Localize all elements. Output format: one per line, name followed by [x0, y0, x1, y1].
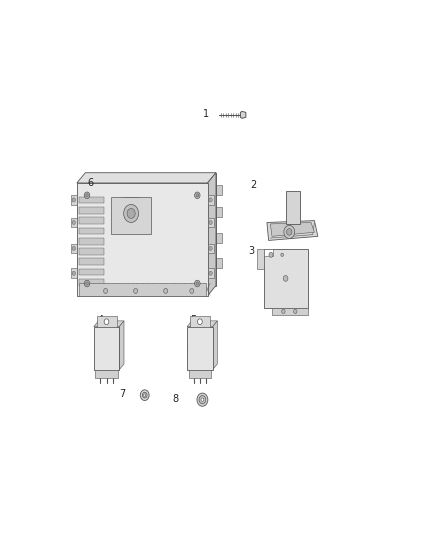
Polygon shape: [95, 370, 117, 378]
Circle shape: [134, 288, 138, 293]
Circle shape: [197, 393, 208, 406]
Circle shape: [269, 252, 273, 257]
Polygon shape: [189, 370, 211, 378]
Circle shape: [283, 276, 288, 281]
Text: 5: 5: [191, 316, 197, 326]
Circle shape: [84, 192, 90, 199]
Text: 4: 4: [98, 316, 104, 326]
Text: 3: 3: [248, 246, 254, 256]
Circle shape: [190, 288, 194, 293]
Polygon shape: [78, 228, 104, 235]
Circle shape: [103, 288, 108, 293]
Circle shape: [209, 246, 212, 251]
Circle shape: [209, 271, 212, 276]
Polygon shape: [71, 244, 77, 253]
Polygon shape: [208, 268, 214, 278]
Circle shape: [282, 309, 285, 313]
Polygon shape: [267, 221, 318, 240]
Circle shape: [194, 192, 200, 199]
Polygon shape: [208, 244, 214, 253]
Polygon shape: [240, 111, 246, 118]
Polygon shape: [272, 308, 307, 314]
Circle shape: [140, 390, 149, 400]
Polygon shape: [77, 183, 208, 296]
Text: 2: 2: [251, 180, 257, 190]
Circle shape: [164, 288, 168, 293]
Polygon shape: [187, 327, 212, 370]
Polygon shape: [78, 238, 104, 245]
Text: 8: 8: [173, 394, 179, 404]
Circle shape: [196, 193, 199, 197]
Polygon shape: [208, 195, 214, 205]
Polygon shape: [78, 248, 104, 255]
Polygon shape: [119, 321, 124, 370]
Circle shape: [84, 280, 90, 287]
Polygon shape: [85, 173, 216, 286]
Polygon shape: [212, 321, 217, 370]
Circle shape: [293, 309, 297, 313]
Circle shape: [196, 282, 199, 285]
Circle shape: [124, 205, 138, 222]
Polygon shape: [258, 248, 264, 270]
Polygon shape: [94, 327, 119, 370]
Polygon shape: [71, 195, 77, 205]
Circle shape: [142, 392, 147, 398]
Polygon shape: [111, 197, 152, 234]
Polygon shape: [94, 321, 124, 327]
Polygon shape: [78, 197, 104, 204]
Polygon shape: [208, 217, 214, 228]
Circle shape: [86, 193, 88, 197]
Circle shape: [209, 221, 212, 224]
Circle shape: [281, 253, 283, 256]
Circle shape: [209, 198, 212, 202]
Circle shape: [127, 208, 135, 219]
Circle shape: [72, 221, 75, 224]
Polygon shape: [78, 207, 104, 214]
Circle shape: [286, 229, 292, 235]
Polygon shape: [78, 259, 104, 265]
Text: 6: 6: [88, 178, 94, 188]
Circle shape: [194, 280, 200, 287]
Polygon shape: [190, 317, 210, 327]
Polygon shape: [216, 185, 222, 195]
Circle shape: [284, 225, 295, 238]
Polygon shape: [96, 317, 117, 327]
Text: 7: 7: [119, 389, 125, 399]
Text: 1: 1: [203, 109, 209, 119]
Polygon shape: [78, 269, 104, 276]
Polygon shape: [264, 248, 273, 256]
Polygon shape: [71, 268, 77, 278]
Circle shape: [198, 319, 202, 325]
Polygon shape: [78, 217, 104, 224]
Polygon shape: [208, 173, 216, 296]
Polygon shape: [264, 248, 307, 308]
Circle shape: [72, 246, 75, 251]
Polygon shape: [78, 282, 206, 296]
Circle shape: [104, 319, 109, 325]
Circle shape: [72, 271, 75, 276]
Polygon shape: [270, 222, 314, 236]
Polygon shape: [216, 258, 222, 268]
Polygon shape: [286, 191, 300, 224]
Polygon shape: [216, 233, 222, 243]
Circle shape: [144, 394, 146, 397]
Polygon shape: [77, 173, 216, 183]
Polygon shape: [216, 207, 222, 217]
Circle shape: [199, 395, 206, 404]
Circle shape: [72, 198, 75, 202]
Polygon shape: [71, 217, 77, 228]
Polygon shape: [78, 279, 104, 286]
Polygon shape: [187, 321, 217, 327]
Circle shape: [86, 282, 88, 285]
Circle shape: [201, 398, 204, 401]
